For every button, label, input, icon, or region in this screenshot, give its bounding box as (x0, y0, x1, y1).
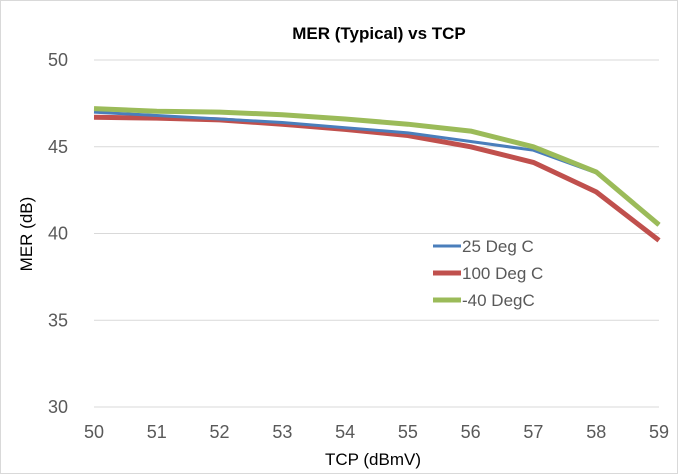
x-tick-label: 56 (461, 422, 481, 442)
y-tick-label: 45 (48, 137, 68, 157)
x-tick-label: 51 (147, 422, 167, 442)
series-line-2 (93, 106, 661, 227)
series-line-1 (93, 114, 661, 243)
y-tick-label: 35 (48, 310, 68, 330)
chart-title: MER (Typical) vs TCP (292, 24, 466, 43)
series-lines (93, 106, 661, 243)
legend-label: -40 DegC (462, 291, 535, 310)
x-tick-label: 54 (335, 422, 355, 442)
y-tick-label: 30 (48, 397, 68, 417)
legend-label: 100 Deg C (462, 264, 543, 283)
x-tick-label: 58 (586, 422, 606, 442)
y-tick-label: 50 (48, 50, 68, 70)
series-line-0 (93, 110, 660, 226)
legend-label: 25 Deg C (462, 237, 534, 256)
y-axis-ticks: 30 35 40 45 50 (48, 50, 68, 417)
x-tick-label: 59 (649, 422, 669, 442)
y-axis-title: MER (dB) (17, 197, 36, 272)
y-tick-label: 40 (48, 224, 68, 244)
x-tick-label: 50 (84, 422, 104, 442)
x-axis-title: TCP (dBmV) (325, 450, 421, 469)
x-tick-label: 53 (272, 422, 292, 442)
x-axis-ticks: 50 51 52 53 54 55 56 57 58 59 (84, 422, 669, 442)
x-tick-label: 52 (210, 422, 230, 442)
x-tick-label: 57 (523, 422, 543, 442)
x-tick-label: 55 (398, 422, 418, 442)
gridlines (94, 59, 659, 408)
legend: 25 Deg C 100 Deg C -40 DegC (433, 237, 543, 310)
